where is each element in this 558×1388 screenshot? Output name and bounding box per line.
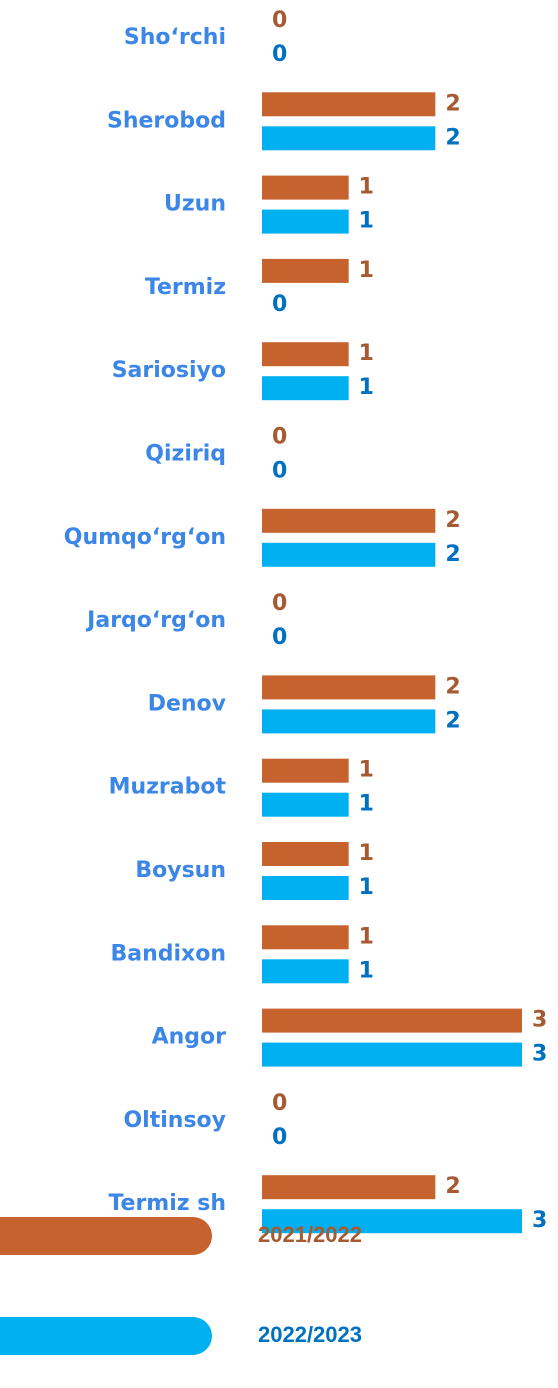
bar <box>262 1175 436 1200</box>
category-label: Qiziriq <box>145 442 226 467</box>
bar <box>262 175 349 200</box>
value-label: 2 <box>445 1174 460 1199</box>
value-label: 0 <box>272 8 287 33</box>
value-label: 0 <box>272 1125 287 1150</box>
value-label: 1 <box>359 875 374 900</box>
value-label: 1 <box>359 175 374 200</box>
value-label: 0 <box>272 425 287 450</box>
bar <box>262 92 436 117</box>
value-label: 2 <box>445 542 460 567</box>
legend-label: 2021/2022 <box>258 1222 362 1247</box>
value-label: 2 <box>445 674 460 699</box>
category-label: Boysun <box>135 858 226 883</box>
value-label: 1 <box>359 841 374 866</box>
category-label: Muzrabot <box>109 775 227 800</box>
bar <box>262 842 349 866</box>
bar <box>262 959 349 984</box>
bar <box>262 209 349 234</box>
value-label: 3 <box>532 1042 547 1067</box>
value-label: 2 <box>445 508 460 533</box>
value-label: 2 <box>445 125 460 150</box>
bar <box>262 1209 522 1234</box>
bar <box>262 258 349 283</box>
value-label: 0 <box>272 591 287 616</box>
value-label: 0 <box>272 42 287 67</box>
value-label: 1 <box>359 209 374 234</box>
bar <box>262 1042 522 1067</box>
value-label: 1 <box>359 792 374 817</box>
legend-swatch <box>0 1217 212 1255</box>
value-label: 0 <box>272 292 287 317</box>
category-label: Sherobod <box>107 108 226 133</box>
bar <box>262 1008 522 1033</box>
bar <box>262 126 436 151</box>
category-label: Bandixon <box>110 941 226 966</box>
bar <box>262 709 436 734</box>
bar <box>262 876 349 900</box>
value-label: 0 <box>272 1091 287 1116</box>
value-label: 1 <box>359 758 374 783</box>
value-label: 1 <box>359 341 374 366</box>
category-label: Qumqo‘rg‘on <box>64 525 226 550</box>
legend-label: 2022/2023 <box>258 1322 362 1347</box>
value-label: 3 <box>532 1208 547 1233</box>
category-label: Denov <box>148 691 227 716</box>
bar <box>262 758 349 783</box>
bar <box>262 792 349 817</box>
bar <box>262 925 349 950</box>
value-label: 0 <box>272 459 287 484</box>
bar <box>262 342 349 367</box>
value-label: 2 <box>445 708 460 733</box>
value-label: 1 <box>359 924 374 949</box>
category-label: Oltinsoy <box>123 1108 226 1133</box>
value-label: 1 <box>359 375 374 400</box>
category-label: Uzun <box>164 192 226 217</box>
category-label: Angor <box>152 1025 227 1050</box>
category-label: Termiz sh <box>108 1191 226 1216</box>
bar <box>262 508 436 533</box>
value-label: 1 <box>359 958 374 983</box>
legend-swatch <box>0 1317 212 1355</box>
value-label: 2 <box>445 91 460 116</box>
bar <box>262 675 436 700</box>
category-label: Sho‘rchi <box>124 25 226 50</box>
value-label: 3 <box>532 1008 547 1033</box>
value-label: 0 <box>272 625 287 650</box>
category-label: Jarqo‘rg‘on <box>85 608 226 633</box>
category-label: Sariosiyo <box>112 358 226 383</box>
bar <box>262 542 436 567</box>
category-label: Termiz <box>145 275 226 300</box>
value-label: 1 <box>359 258 374 283</box>
bar <box>262 376 349 401</box>
